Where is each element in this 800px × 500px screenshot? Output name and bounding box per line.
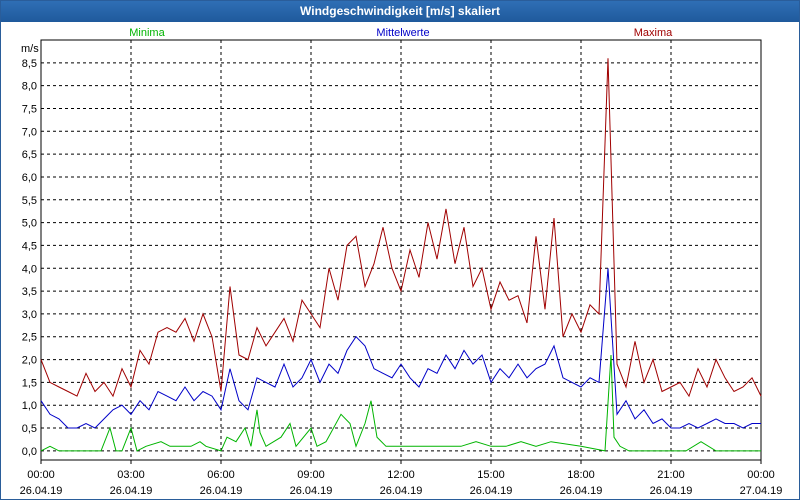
wind-speed-chart: 0,0 0,5 1,0 1,5 2,0 2,5 3,0 3,5 4,0 4,5 5,0 5,5 6,0 6… [20, 27, 783, 497]
y-tick-label: 6,0 [22, 172, 37, 184]
y-axis-label: m/s [21, 43, 39, 55]
x-tick-time: 03:00 [117, 469, 145, 481]
y-tick-label: 5,0 [22, 218, 37, 230]
legend-minima: Minima [129, 27, 165, 39]
series-line-mittelwerte [40, 268, 761, 429]
y-tick-label: 2,0 [22, 355, 37, 367]
y-tick-label: 0,5 [22, 423, 37, 435]
window-title: Windgeschwindigkeit [m/s] skaliert [1, 1, 799, 22]
x-tick-time: 12:00 [387, 469, 415, 481]
y-tick-label: 0,0 [22, 446, 37, 458]
x-tick-time: 09:00 [297, 469, 325, 481]
grid-lines [41, 40, 761, 460]
x-tick-time: 06:00 [207, 469, 235, 481]
y-tick-label: 1,5 [22, 377, 37, 389]
x-tick-time: 18:00 [567, 469, 595, 481]
x-tick-date: 26.04.19 [650, 485, 693, 497]
y-tick-label: 1,0 [22, 400, 37, 412]
x-tick-date: 27.04.19 [740, 485, 783, 497]
y-tick-label: 3,5 [22, 286, 37, 298]
series-lines [40, 58, 762, 452]
y-tick-label: 4,5 [22, 240, 37, 252]
y-tick-label: 6,5 [22, 149, 37, 161]
y-tick-label: 7,0 [22, 126, 37, 138]
x-tick-date: 26.04.19 [560, 485, 603, 497]
x-tick-time: 21:00 [657, 469, 685, 481]
y-axis-ticks: 0,0 0,5 1,0 1,5 2,0 2,5 3,0 3,5 4,0 4,5 5,0 5,5 6,0 6… [22, 58, 37, 458]
legend-maxima: Maxima [634, 27, 673, 39]
x-tick-date: 26.04.19 [380, 485, 423, 497]
x-tick-date: 26.04.19 [290, 485, 333, 497]
x-tick-time: 15:00 [477, 469, 505, 481]
series-line-minima [40, 354, 761, 452]
y-tick-label: 8,5 [22, 58, 37, 70]
y-tick-label: 3,0 [22, 309, 37, 321]
y-tick-label: 4,0 [22, 263, 37, 275]
x-tick-time: 00:00 [747, 469, 775, 481]
x-tick-time: 00:00 [27, 469, 55, 481]
x-tick-date: 26.04.19 [200, 485, 243, 497]
x-tick-date: 26.04.19 [470, 485, 513, 497]
x-tick-date: 26.04.19 [110, 485, 153, 497]
y-tick-label: 5,5 [22, 195, 37, 207]
y-tick-label: 7,5 [22, 103, 37, 115]
x-tick-date: 26.04.19 [20, 485, 63, 497]
series-line-maxima [40, 58, 762, 398]
y-tick-label: 8,0 [22, 81, 37, 93]
x-axis-ticks: 00:00 26.04.19 03:00 26.04.19 06:00 26.04.19 0… [20, 460, 783, 497]
legend-mittelwerte: Mittelwerte [376, 27, 429, 39]
y-tick-label: 2,5 [22, 332, 37, 344]
